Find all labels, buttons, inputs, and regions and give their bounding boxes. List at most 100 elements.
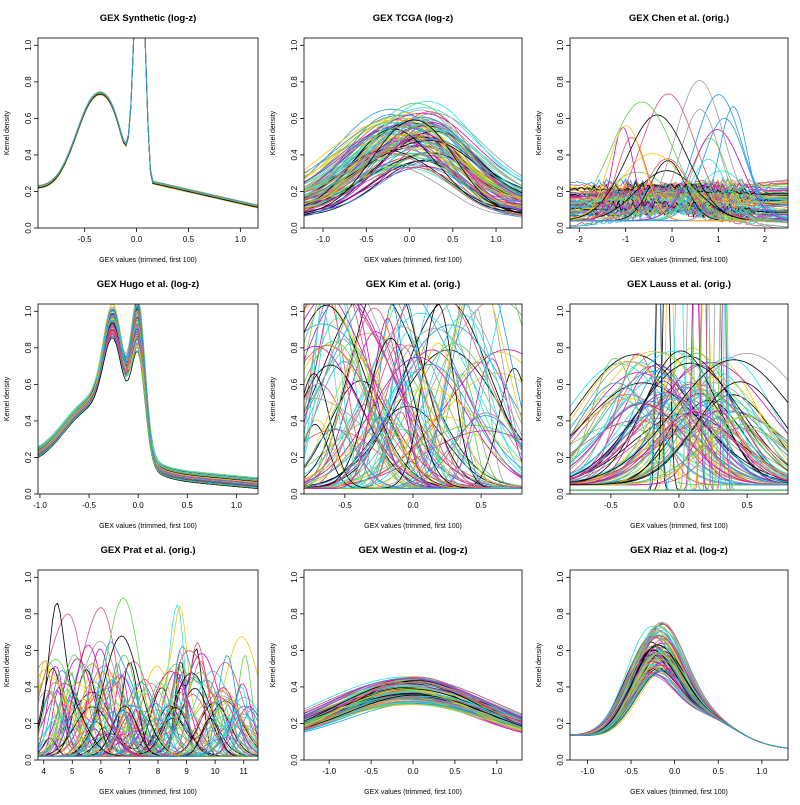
series-line-68 [38, 38, 258, 208]
series-line-25 [38, 309, 258, 487]
plot-frame [37, 303, 259, 495]
series-line-4 [38, 307, 258, 483]
x-tick-label: 11 [240, 767, 249, 776]
series-line-86 [570, 411, 788, 485]
series-line-57 [38, 304, 258, 485]
x-tick-label: -1.0 [33, 501, 47, 510]
series-line-35 [38, 38, 258, 208]
series-line-24 [304, 304, 522, 488]
series-line-93 [570, 350, 788, 475]
x-tick-label: 1 [716, 235, 721, 244]
series-line-17 [38, 38, 258, 208]
y-tick-label: 0.8 [24, 76, 33, 88]
y-tick-label: 0.8 [556, 608, 565, 620]
y-axis-label: Kernel density [536, 642, 543, 687]
series-line-20 [570, 411, 788, 486]
y-tick-label: 0.2 [24, 451, 33, 463]
series-line-29 [38, 315, 258, 480]
y-tick-label: 0.6 [24, 378, 33, 390]
series-line-99 [570, 304, 788, 491]
series-line-26 [38, 38, 258, 208]
y-tick-label: 0.4 [24, 149, 33, 161]
series-line-51 [38, 38, 258, 207]
x-tick-label: 6 [99, 767, 104, 776]
series-line-50 [38, 38, 258, 209]
series-line-41 [304, 304, 522, 489]
series-line-95 [38, 38, 258, 206]
series-line-56 [38, 310, 258, 480]
x-tick-label: -0.5 [364, 767, 378, 776]
series-line-61 [38, 38, 258, 208]
series-line-98 [304, 151, 522, 216]
series-line-90 [38, 38, 258, 208]
series-line-72 [38, 38, 258, 206]
y-axis-label: Kernel density [4, 642, 11, 687]
series-line-25 [38, 38, 258, 208]
series-line-91 [304, 154, 522, 209]
series-line-84 [38, 38, 258, 207]
x-tick-label: 0.0 [669, 767, 681, 776]
x-tick-label: 10 [211, 767, 220, 776]
series-line-53 [570, 395, 788, 486]
y-tick-label: 0.6 [290, 112, 299, 124]
series-group [38, 38, 258, 209]
series-line-49 [38, 38, 258, 207]
series-line-54 [38, 38, 258, 208]
series-line-26 [38, 313, 258, 482]
x-tick-label: -0.5 [82, 501, 96, 510]
x-tick-label: 1.0 [231, 501, 243, 510]
series-group [304, 100, 522, 218]
y-tick-label: 0.2 [24, 717, 33, 729]
series-line-87 [570, 360, 788, 485]
series-line-36 [38, 38, 258, 207]
series-line-79 [38, 310, 258, 479]
panel-7: GEX Prat et al. (orig.) 4 5 6 7 8 9 10 11 0.0 0.2 0… [4, 545, 259, 796]
series-line-95 [304, 689, 522, 732]
y-axis-label: Kernel density [270, 110, 277, 155]
y-tick-label: 0.8 [24, 342, 33, 354]
x-tick-label: -0.5 [78, 235, 92, 244]
series-line-91 [38, 38, 258, 207]
series-line-100 [570, 674, 788, 749]
series-line-77 [38, 304, 258, 481]
series-line-70 [570, 392, 788, 484]
y-tick-label: 0.6 [556, 112, 565, 124]
y-tick-label: 0.4 [556, 415, 565, 427]
series-line-94 [38, 38, 258, 207]
series-line-11 [38, 304, 258, 487]
y-tick-label: 0.6 [556, 378, 565, 390]
y-tick-label: 0.0 [556, 488, 565, 500]
series-line-65 [304, 160, 522, 215]
y-tick-label: 0.2 [24, 185, 33, 197]
series-line-86 [38, 38, 258, 207]
series-line-87 [304, 703, 522, 730]
series-line-76 [304, 160, 522, 213]
series-line-2 [38, 38, 258, 208]
panel-title: GEX Lauss et al. (orig.) [627, 279, 731, 290]
x-tick-label: 0.5 [447, 235, 459, 244]
series-line-62 [304, 304, 522, 489]
series-line-49 [570, 355, 788, 480]
y-tick-label: 0.2 [556, 451, 565, 463]
x-tick-label: 0.5 [449, 767, 461, 776]
series-line-75 [38, 38, 258, 209]
y-tick-label: 0.4 [556, 681, 565, 693]
series-line-29 [304, 312, 522, 475]
series-line-93 [38, 38, 258, 208]
series-line-99 [38, 38, 258, 207]
series-line-100 [304, 128, 522, 218]
y-tick-label: 0.2 [556, 717, 565, 729]
series-line-100 [570, 106, 788, 222]
y-tick-label: 1.0 [290, 39, 299, 51]
series-line-27 [570, 389, 788, 484]
series-line-100 [304, 677, 522, 720]
series-line-51 [304, 128, 522, 199]
series-line-72 [304, 144, 522, 200]
y-tick-label: 1.0 [556, 571, 565, 583]
y-tick-label: 0.8 [290, 76, 299, 88]
series-line-98 [570, 93, 788, 222]
y-tick-label: 0.4 [290, 149, 299, 161]
series-line-74 [38, 38, 258, 207]
y-tick-label: 0.4 [290, 415, 299, 427]
